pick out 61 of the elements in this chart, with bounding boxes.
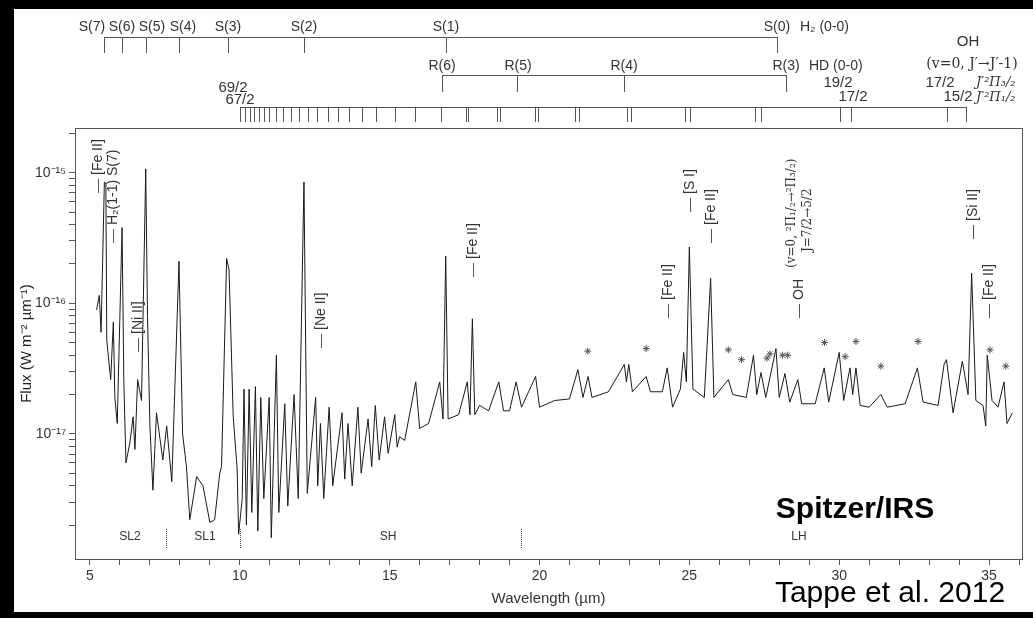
text: R(4) — [610, 56, 638, 73]
text: S(0) — [763, 17, 791, 34]
annotation: [S I] — [680, 169, 697, 194]
y-tick-label: 10⁻¹⁷ — [35, 424, 66, 441]
annotation: LH — [791, 529, 807, 544]
y-tick-label: 10⁻¹⁶ — [35, 294, 66, 311]
annotation: SH — [379, 529, 397, 544]
text: S(1) — [432, 17, 460, 34]
y-tick-label: 10⁻¹⁵ — [34, 163, 66, 180]
x-tick-label: 25 — [681, 567, 698, 584]
annotation: J=7/2→5/2 — [800, 188, 815, 254]
text: R(5) — [504, 56, 532, 73]
annotation: SL1 — [194, 529, 216, 544]
point — [820, 338, 829, 347]
y-axis-title: Flux (W m⁻² µm⁻¹) — [17, 284, 35, 403]
point — [985, 345, 994, 354]
point — [762, 354, 771, 363]
text: S(7) — [78, 17, 106, 34]
point — [914, 337, 923, 346]
text: S(4) — [169, 17, 197, 34]
point — [876, 362, 885, 371]
annotation: OH — [789, 279, 806, 300]
x-axis-title: Wavelength (µm) — [491, 589, 606, 607]
annotation: [Ne II] — [311, 292, 328, 330]
x-tick-label: 20 — [531, 567, 548, 584]
annotation: Spitzer/IRS — [775, 491, 935, 525]
point — [851, 337, 860, 346]
x-tick-label: 10 — [232, 567, 248, 584]
annotation: [Fe II] — [979, 264, 996, 300]
text: J′²Π₃/₂ — [973, 74, 1016, 90]
text: S(2) — [290, 17, 318, 34]
text: S(5) — [138, 17, 166, 34]
text: (v=0, J′→J′-1) — [926, 54, 1018, 71]
point — [642, 344, 651, 353]
text: R(6) — [428, 56, 456, 73]
text: OH — [956, 32, 980, 50]
point — [1001, 362, 1010, 371]
text: J′²Π₁/₂ — [973, 89, 1016, 105]
text: S(6) — [108, 17, 136, 34]
annotation: (v=0, ²Π₁/₂→²Π₃/₂) — [784, 158, 799, 268]
text: HD (0-0) — [809, 56, 863, 73]
point — [778, 351, 787, 360]
annotation: [Fe II] — [88, 139, 105, 175]
point — [583, 347, 592, 356]
annotation: [Fe II] — [463, 223, 480, 259]
annotation: [Fe II] — [658, 264, 675, 300]
text: R(3) — [772, 56, 800, 73]
x-tick-label: 30 — [831, 567, 848, 584]
point — [737, 355, 746, 364]
annotation: [Fe II] — [701, 189, 718, 225]
point — [765, 349, 774, 358]
x-tick-label: 15 — [381, 567, 398, 584]
point — [783, 351, 792, 360]
x-tick-label: 5 — [86, 567, 95, 584]
point — [724, 345, 733, 354]
annotation: [Si II] — [963, 189, 980, 221]
text: H₂ (0-0) — [800, 17, 849, 34]
annotation: SL2 — [119, 529, 141, 544]
annotation: [Ni II] — [128, 301, 145, 334]
point — [841, 352, 850, 361]
text: S(3) — [214, 17, 242, 34]
